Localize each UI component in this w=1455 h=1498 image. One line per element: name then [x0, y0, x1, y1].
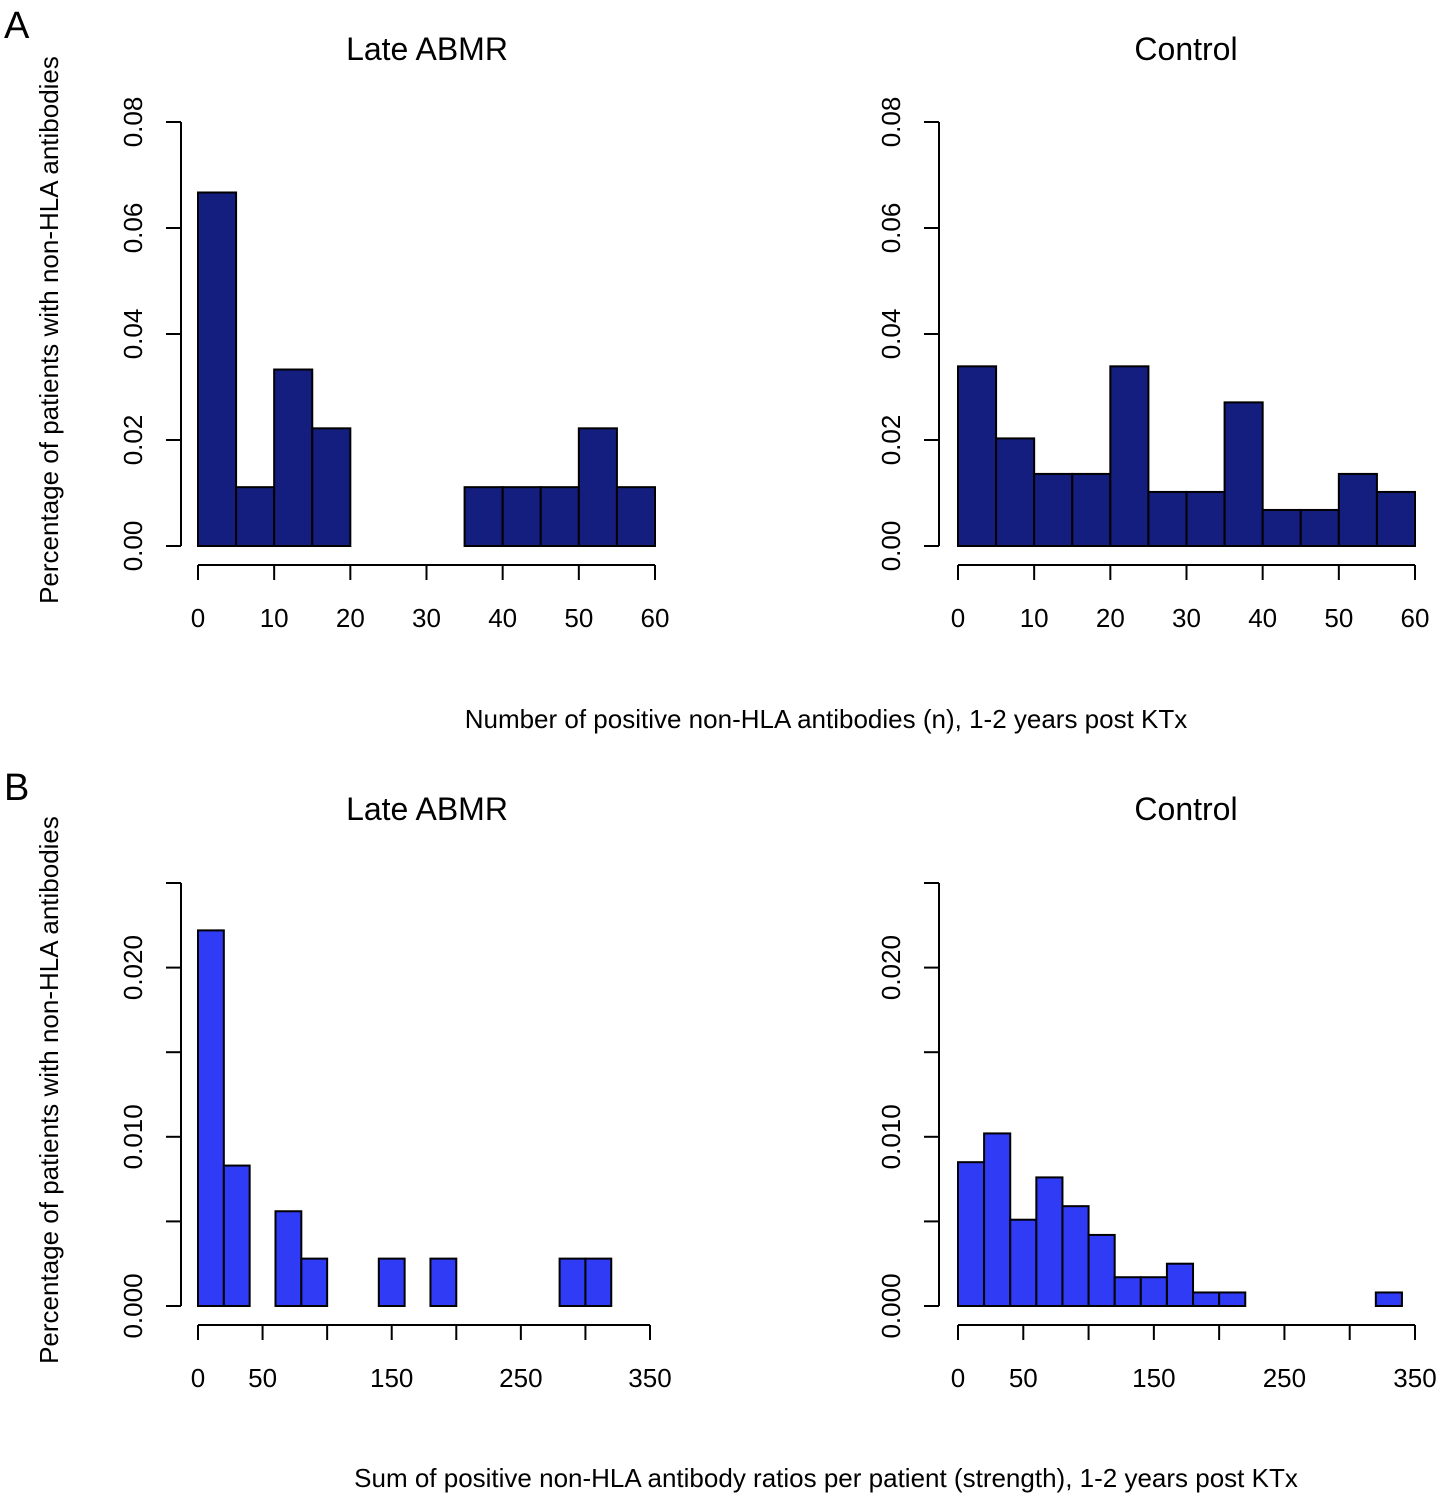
histogram-bar	[1218, 1291, 1247, 1307]
x-tick-label: 10	[260, 603, 289, 633]
y-tick-label: 0.04	[118, 309, 148, 360]
histogram-bar	[539, 486, 580, 548]
histogram-bar	[1299, 508, 1340, 547]
x-tick-label: 50	[248, 1363, 277, 1393]
chart-b-control: Control 0.000 0.010 0.020 0 50 150 250 350	[876, 791, 1437, 1393]
histogram-bar	[1035, 1176, 1064, 1307]
panel-letter-a: A	[4, 5, 30, 47]
y-tick-label: 0.06	[118, 203, 148, 254]
chart-b-late-abmr: Late ABMR 0.000 0.010 0.020 0 50 150 250 350	[118, 791, 672, 1393]
histogram-bar	[300, 1257, 329, 1308]
histogram-bar	[197, 929, 225, 1307]
histogram-bar	[273, 368, 314, 548]
x-tick-label: 20	[1096, 603, 1125, 633]
histogram-bar	[1261, 508, 1302, 547]
histogram-bar	[1374, 1291, 1403, 1307]
histogram-bar	[1147, 490, 1188, 548]
y-tick-label: 0.02	[876, 415, 906, 466]
histogram-bar	[957, 1161, 986, 1308]
y-tick-label: 0.010	[876, 1104, 906, 1169]
x-tick-label: 150	[1132, 1363, 1175, 1393]
chart-title: Control	[1134, 31, 1237, 67]
histogram-bar	[1109, 365, 1150, 547]
histogram-bar	[983, 1132, 1012, 1308]
x-tick-label: 30	[412, 603, 441, 633]
x-tick-label: 350	[628, 1363, 671, 1393]
x-tick-label: 50	[1324, 603, 1353, 633]
chart-a-late-abmr: Late ABMR 0.00 0.02 0.04 0.06 0.08 0 10 20 30 40 50…	[118, 31, 669, 633]
y-tick-label: 0.00	[876, 521, 906, 572]
histogram-bar	[1113, 1276, 1142, 1307]
x-tick-label: 60	[1401, 603, 1430, 633]
histogram-bar	[577, 427, 618, 547]
histogram-bar	[463, 486, 504, 548]
histogram-bar	[1337, 472, 1378, 548]
x-tick-label: 250	[1263, 1363, 1306, 1393]
x-tick-label: 30	[1172, 603, 1201, 633]
x-tick-label: 250	[499, 1363, 542, 1393]
panel-a-xlabel: Number of positive non-HLA antibodies (n…	[465, 704, 1188, 734]
histogram-bar	[501, 486, 542, 548]
y-tick-label: 0.000	[876, 1273, 906, 1338]
histogram-bar	[1375, 490, 1416, 548]
y-tick-label: 0.08	[118, 97, 148, 148]
histogram-bar	[311, 427, 352, 547]
histogram-bar	[429, 1257, 458, 1308]
x-tick-label: 40	[488, 603, 517, 633]
histogram-bar	[1139, 1276, 1168, 1307]
histogram-bar	[1185, 490, 1226, 548]
x-tick-label: 150	[370, 1363, 413, 1393]
panel-b-xlabel: Sum of positive non-HLA antibody ratios …	[354, 1463, 1298, 1493]
chart-a-control: Control 0.00 0.02 0.04 0.06 0.08 0 10 20 30 40 50 60	[876, 31, 1429, 633]
panel-letter-b: B	[4, 767, 29, 809]
histogram-bar	[377, 1257, 406, 1308]
chart-title: Late ABMR	[346, 791, 508, 827]
histogram-bar	[1061, 1205, 1090, 1307]
histogram-bar	[1087, 1233, 1116, 1308]
histogram-bar	[584, 1257, 613, 1308]
histogram-bar	[1165, 1262, 1195, 1307]
histogram-bar	[222, 1164, 251, 1307]
panel-b-ylabel: Percentage of patients with non-HLA anti…	[34, 816, 64, 1364]
x-tick-label: 350	[1393, 1363, 1436, 1393]
x-tick-label: 40	[1248, 603, 1277, 633]
histogram-bar	[235, 486, 276, 548]
y-tick-label: 0.00	[118, 521, 148, 572]
x-tick-label: 0	[191, 603, 205, 633]
x-tick-label: 0	[191, 1363, 205, 1393]
x-tick-label: 0	[951, 1363, 965, 1393]
panel-b: B Percentage of patients with non-HLA an…	[4, 767, 1437, 1493]
histogram-bar	[274, 1210, 303, 1308]
histogram-bar	[1192, 1291, 1221, 1307]
y-tick-label: 0.06	[876, 203, 906, 254]
histogram-bar	[1009, 1218, 1038, 1308]
histogram-bar	[1033, 472, 1074, 548]
histogram-bar	[1223, 401, 1264, 547]
y-tick-label: 0.020	[876, 935, 906, 1000]
histogram-bar	[995, 437, 1036, 547]
histogram-bar	[957, 365, 998, 547]
panel-a: A Percentage of patients with non-HLA an…	[4, 5, 1429, 734]
histogram-bar	[1071, 472, 1112, 548]
y-tick-label: 0.010	[118, 1104, 148, 1169]
histogram-bar	[197, 191, 238, 548]
chart-title: Late ABMR	[346, 31, 508, 67]
y-tick-label: 0.000	[118, 1273, 148, 1338]
histogram-bar	[558, 1257, 587, 1308]
y-tick-label: 0.02	[118, 415, 148, 466]
y-tick-label: 0.08	[876, 97, 906, 148]
histogram-bar	[615, 486, 657, 548]
x-tick-label: 60	[641, 603, 670, 633]
y-tick-label: 0.020	[118, 935, 148, 1000]
x-tick-label: 10	[1020, 603, 1049, 633]
panel-a-ylabel: Percentage of patients with non-HLA anti…	[34, 56, 64, 604]
y-tick-label: 0.04	[876, 309, 906, 360]
x-tick-label: 20	[336, 603, 365, 633]
chart-title: Control	[1134, 791, 1237, 827]
x-tick-label: 50	[564, 603, 593, 633]
x-tick-label: 0	[951, 603, 965, 633]
x-tick-label: 50	[1009, 1363, 1038, 1393]
